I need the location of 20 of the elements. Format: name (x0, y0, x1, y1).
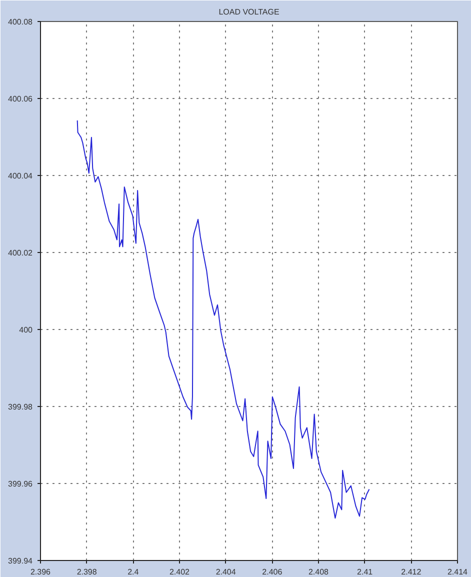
x-tick-label: 2.41 (357, 568, 374, 576)
y-tick-label: 399.96 (8, 480, 34, 488)
x-tick-label: 2.408 (308, 568, 330, 576)
chart-title: LOAD VOLTAGE (218, 8, 280, 16)
x-tick-label: 2.396 (30, 568, 52, 576)
x-tick-label: 2.404 (216, 568, 236, 576)
x-tick-label: 2.4 (128, 568, 140, 576)
y-tick-label: 400.04 (8, 172, 34, 180)
x-tick-label: 2.398 (76, 568, 98, 576)
x-tick-label: 2.414 (447, 568, 468, 576)
x-tick-label: 2.412 (401, 568, 422, 576)
x-tick-label: 2.402 (169, 568, 190, 576)
y-tick-label: 400 (19, 326, 34, 334)
line-series (76, 120, 370, 519)
x-tick-label: 2.406 (262, 568, 283, 576)
y-tick-label: 399.94 (8, 556, 34, 566)
y-tick-label: 399.98 (8, 402, 34, 412)
y-tick-label: 400.08 (8, 18, 34, 26)
y-tick-label: 400.02 (8, 248, 34, 258)
y-tick-label: 400.06 (8, 94, 34, 104)
